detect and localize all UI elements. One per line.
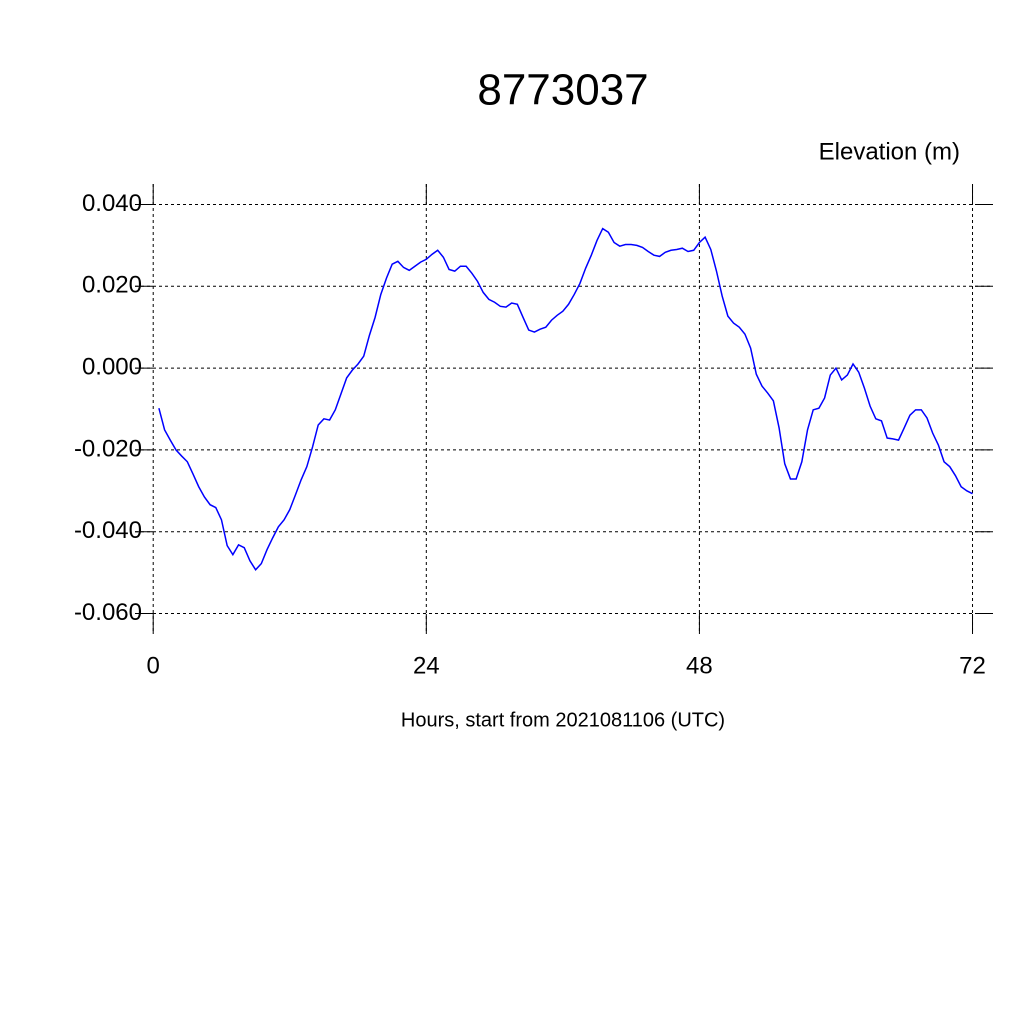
chart-subtitle: Elevation (m) — [819, 138, 960, 165]
x-tick-label: 48 — [686, 652, 713, 679]
y-tick-label: -0.020 — [74, 435, 142, 462]
y-tick-label: 0.000 — [82, 353, 142, 380]
chart-title: 8773037 — [477, 66, 648, 115]
x-axis-label: Hours, start from 2021081106 (UTC) — [401, 709, 725, 731]
x-tick-label: 72 — [959, 652, 986, 679]
y-tick-label: -0.060 — [74, 599, 142, 626]
data-line — [158, 227, 973, 571]
y-tick-label: -0.040 — [74, 517, 142, 544]
x-tick-label: 0 — [147, 652, 160, 679]
y-tick-label: 0.040 — [82, 190, 142, 217]
x-tick-label: 24 — [413, 652, 440, 679]
y-tick-label: 0.020 — [82, 272, 142, 299]
